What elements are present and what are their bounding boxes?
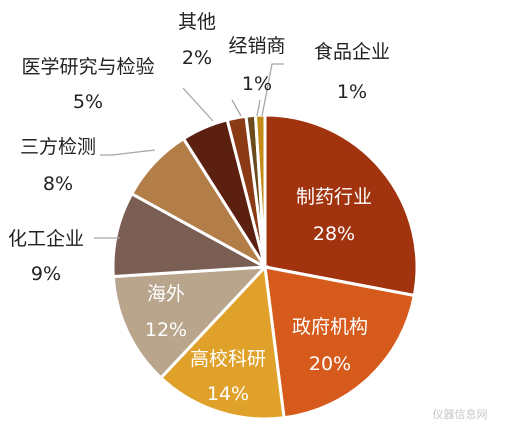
slice-label-other: 其他 (178, 11, 216, 33)
pie-slice-9 (253, 113, 267, 268)
slice-label-distributor: 经销商 (228, 35, 285, 57)
slice-value-overseas: 12% (145, 319, 187, 341)
leader-line-medical (182, 87, 214, 122)
slice-value-government: 20% (309, 353, 351, 375)
slice-label-overseas: 海外 (147, 283, 185, 305)
slice-label-pharma: 制药行业 (296, 186, 372, 208)
slice-label-third-party: 三方检测 (20, 136, 96, 158)
pie-slices (111, 113, 419, 421)
leader-line-other (231, 99, 242, 117)
pie-slice-1 (263, 265, 417, 420)
slice-label-medical: 医学研究与检验 (21, 56, 154, 78)
slice-value-medical: 5% (73, 91, 103, 113)
slice-label-government: 政府机构 (292, 316, 368, 338)
watermark: 仪器信息网 (433, 407, 488, 421)
slice-value-food: 1% (337, 81, 367, 103)
slice-value-chemical: 9% (31, 263, 61, 285)
slice-label-university: 高校科研 (190, 348, 266, 370)
slice-value-third-party: 8% (43, 173, 73, 195)
slice-value-university: 14% (207, 383, 249, 405)
pie-slice-3 (111, 265, 269, 380)
slice-value-distributor: 1% (242, 73, 272, 95)
slice-value-pharma: 28% (313, 223, 355, 245)
leader-lines (94, 63, 284, 239)
pie-slice-4 (111, 191, 271, 279)
leader-line-third-party (100, 149, 156, 156)
slice-value-other: 2% (182, 47, 212, 69)
leader-line-food (261, 63, 284, 117)
slice-labels: 制药行业 28% 政府机构 20% 高校科研 14% 海外 12% 化工企业 9… (8, 11, 390, 405)
slice-label-food: 食品企业 (314, 41, 390, 63)
pie-slice-0 (263, 113, 419, 298)
slice-label-chemical: 化工企业 (8, 228, 84, 250)
leader-line-distributor (256, 99, 261, 117)
pie-slice-2 (158, 263, 286, 421)
